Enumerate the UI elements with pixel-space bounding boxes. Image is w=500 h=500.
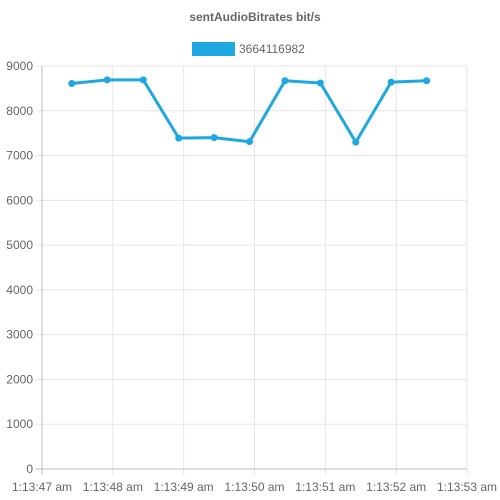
y-tick-label: 7000: [6, 149, 33, 163]
legend: 3664116982: [192, 42, 305, 56]
x-tick-label: 1:13:48 am: [83, 480, 143, 494]
data-point[interactable]: [352, 138, 360, 146]
y-tick-label: 0: [26, 462, 33, 476]
x-axis-ticks: 1:13:47 am 1:13:48 am 1:13:49 am 1:13:50 am…: [12, 480, 497, 494]
x-tick-label: 1:13:49 am: [154, 480, 214, 494]
axes: [41, 66, 467, 470]
data-point[interactable]: [387, 78, 395, 86]
gridlines: [36, 65, 468, 475]
x-tick-label: 1:13:50 am: [224, 480, 284, 494]
data-point[interactable]: [316, 79, 324, 87]
data-point[interactable]: [103, 76, 111, 84]
series-3664116982: [68, 76, 431, 146]
x-tick-label: 1:13:47 am: [12, 480, 72, 494]
chart-title: sentAudioBitrates bit/s: [189, 10, 321, 24]
y-tick-label: 2000: [6, 372, 33, 386]
y-tick-label: 8000: [6, 104, 33, 118]
y-tick-label: 9000: [6, 59, 33, 73]
data-point[interactable]: [423, 77, 431, 85]
y-tick-label: 1000: [6, 417, 33, 431]
data-point[interactable]: [281, 77, 289, 85]
data-point[interactable]: [139, 76, 147, 84]
y-tick-label: 4000: [6, 283, 33, 297]
y-tick-label: 3000: [6, 328, 33, 342]
x-tick-label: 1:13:53 am: [437, 480, 497, 494]
data-point[interactable]: [210, 134, 218, 142]
data-point[interactable]: [246, 138, 254, 146]
data-point[interactable]: [68, 79, 76, 87]
y-axis-ticks: 0 1000 2000 3000 4000 5000 6000 7000 8000 9000: [6, 59, 33, 476]
y-tick-label: 6000: [6, 193, 33, 207]
data-point[interactable]: [175, 134, 183, 142]
x-tick-label: 1:13:51 am: [295, 480, 355, 494]
legend-label: 3664116982: [239, 42, 305, 56]
legend-swatch: [192, 42, 235, 56]
x-tick-label: 1:13:52 am: [366, 480, 426, 494]
y-tick-label: 5000: [6, 238, 33, 252]
